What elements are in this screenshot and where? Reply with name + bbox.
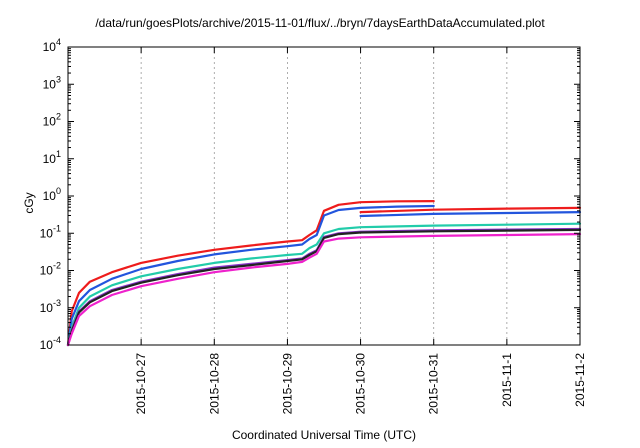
x-tick-label: 2015-11-1 — [500, 353, 514, 407]
data-series-group — [66, 200, 582, 347]
x-tick-label: 2015-10-30 — [354, 353, 368, 415]
axis-ticks — [68, 46, 581, 346]
y-tick-label: 101 — [43, 149, 61, 166]
y-tick-label: 10-4 — [40, 335, 61, 352]
series-line-6 — [66, 227, 582, 347]
x-tick-label: 2015-10-28 — [207, 353, 221, 415]
series-line-8 — [66, 233, 582, 347]
y-tick-label: 103 — [43, 74, 61, 91]
chart-title: /data/run/goesPlots/archive/2015-11-01/f… — [95, 16, 545, 30]
series-line-4 — [359, 211, 582, 218]
series-line-1 — [66, 200, 435, 347]
x-tick-label: 2015-10-29 — [280, 353, 294, 415]
series-line-3 — [66, 204, 435, 347]
grid-lines — [140, 47, 508, 345]
y-axis-title: cGy — [22, 192, 36, 214]
series-line-5 — [66, 222, 582, 347]
tick-labels: 10-4 10-3 10-2 10-1 100 101 102 103 104 2015-10-2… — [40, 37, 587, 414]
plot-frame — [67, 46, 581, 346]
x-tick-label: 2015-11-2 — [573, 353, 587, 407]
y-tick-label: 10-3 — [40, 298, 61, 315]
x-axis-title: Coordinated Universal Time (UTC) — [231, 428, 417, 442]
series-line-7 — [66, 228, 582, 347]
y-tick-label: 100 — [43, 186, 61, 203]
y-tick-label: 10-1 — [40, 223, 61, 240]
y-tick-label: 102 — [43, 112, 61, 129]
y-tick-label: 10-2 — [40, 261, 61, 278]
x-tick-label: 2015-10-27 — [134, 353, 148, 415]
y-tick-label: 104 — [43, 37, 61, 54]
x-tick-label: 2015-10-31 — [427, 353, 441, 415]
series-line-2 — [359, 206, 582, 214]
